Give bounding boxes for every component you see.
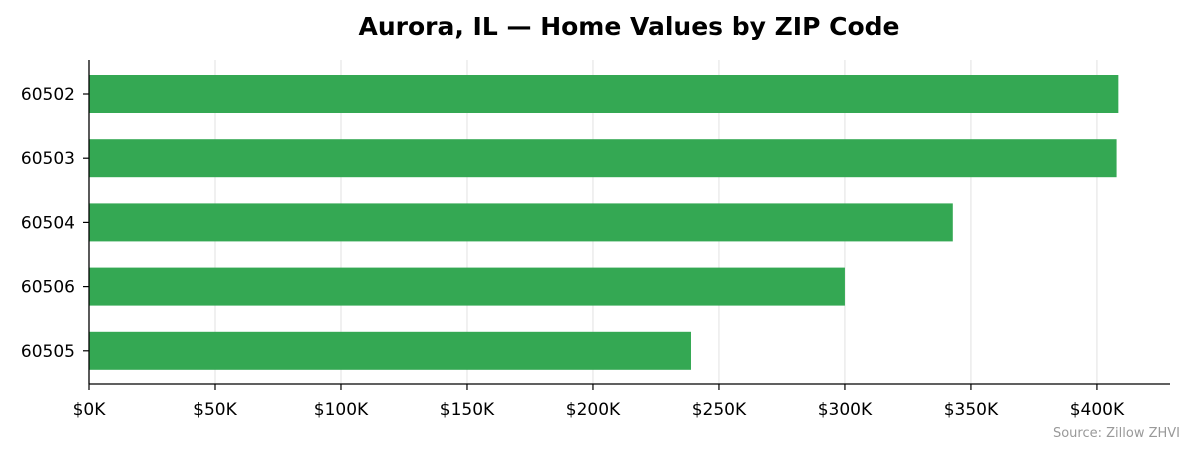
bar-60502 xyxy=(89,75,1119,113)
bar-60504 xyxy=(89,203,953,242)
chart-title: Aurora, IL — Home Values by ZIP Code xyxy=(359,12,900,41)
bars xyxy=(89,75,1119,370)
bar-60503 xyxy=(89,139,1117,178)
x-tick-label: $300K xyxy=(818,400,873,420)
y-ticks: 60502 60503 60504 60506 60505 xyxy=(21,85,89,362)
x-tick-label: $50K xyxy=(193,400,237,420)
x-tick-label: $200K xyxy=(566,400,621,420)
y-tick-label: 60506 xyxy=(21,278,75,298)
source-note: Source: Zillow ZHVI xyxy=(1053,426,1180,441)
x-tick-label: $350K xyxy=(944,400,999,420)
y-tick-label: 60502 xyxy=(21,85,75,105)
y-tick-label: 60504 xyxy=(21,213,75,233)
x-tick-label: $100K xyxy=(314,400,369,420)
y-tick-label: 60505 xyxy=(21,342,75,362)
x-tick-label: $400K xyxy=(1070,400,1125,420)
x-tick-label: $150K xyxy=(440,400,495,420)
x-ticks: $0K $50K $100K $150K $200K $250K $300K $350K $40… xyxy=(73,384,1125,420)
y-tick-label: 60503 xyxy=(21,149,75,169)
bar-60506 xyxy=(89,267,845,306)
x-tick-label: $250K xyxy=(692,400,747,420)
bar-60505 xyxy=(89,331,691,370)
x-tick-label: $0K xyxy=(73,400,107,420)
